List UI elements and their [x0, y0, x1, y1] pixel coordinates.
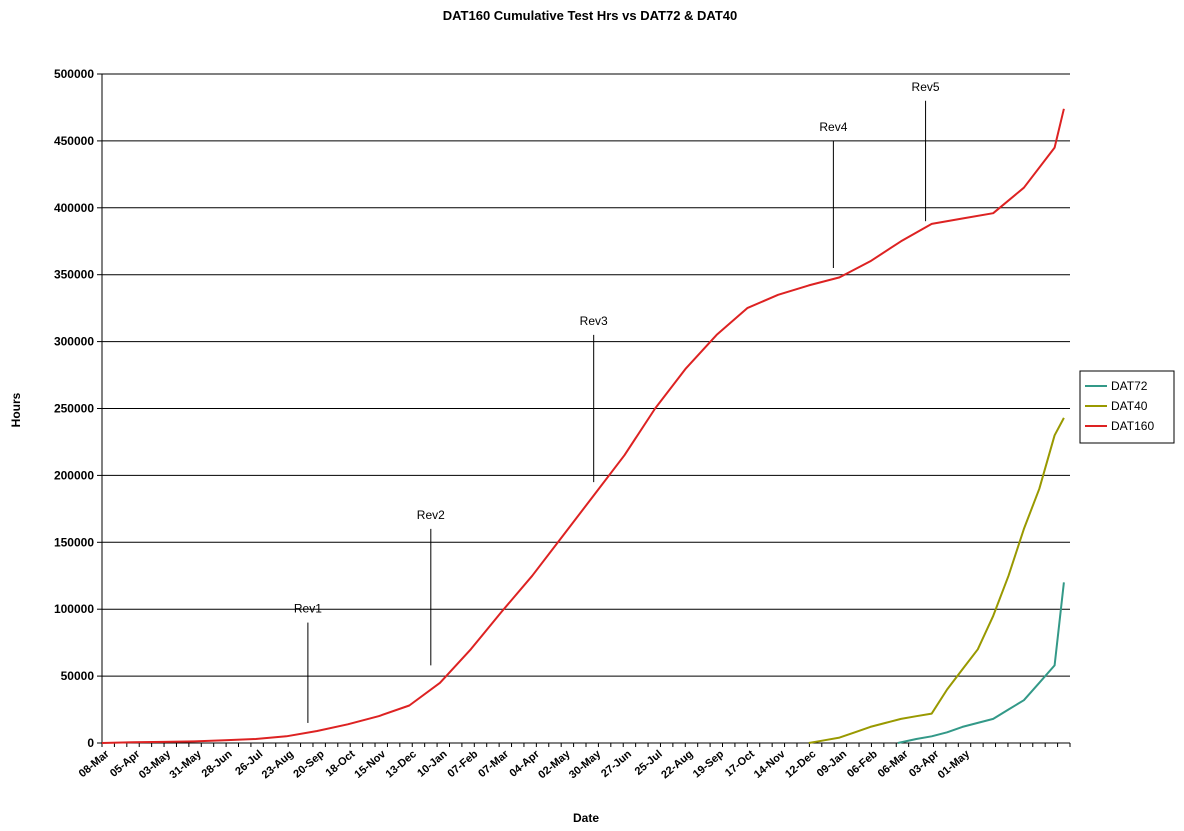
y-axis-ticks: 0 50000 100000 150000 200000 250000 300000 3500…: [54, 67, 102, 750]
x-tick-label-4: 28-Jun: [200, 748, 235, 780]
x-axis-ticks: 08-Mar05-Apr03-May31-May28-Jun26-Jul23-A…: [77, 743, 1071, 782]
x-tick-label-9: 15-Nov: [352, 748, 388, 781]
series: [101, 108, 1065, 744]
x-tick-label-25: 06-Feb: [845, 748, 880, 780]
x-tick-label-11: 10-Jan: [415, 748, 450, 780]
x-tick-label-6: 23-Aug: [260, 748, 296, 781]
legend-label-dat72: DAT72: [1111, 379, 1148, 393]
y-tick-label-8: 400000: [54, 201, 94, 215]
chart-title: DAT160 Cumulative Test Hrs vs DAT72 & DA…: [443, 8, 738, 23]
y-tick-label-6: 300000: [54, 335, 94, 349]
x-tick-label-19: 22-Aug: [659, 748, 695, 781]
series-line-dat40: [808, 417, 1065, 744]
x-tick-label-16: 30-May: [567, 748, 604, 782]
x-tick-label-0: 08-Mar: [77, 748, 112, 780]
legend-label-dat40: DAT40: [1111, 399, 1148, 413]
y-tick-label-9: 450000: [54, 134, 94, 148]
annotation-label-rev5: Rev5: [912, 80, 940, 94]
y-tick-label-4: 200000: [54, 468, 94, 482]
x-tick-label-12: 07-Feb: [445, 748, 480, 780]
x-tick-label-17: 27-Jun: [599, 748, 634, 780]
x-tick-label-13: 07-Mar: [476, 748, 511, 780]
x-tick-label-20: 19-Sep: [691, 748, 727, 781]
x-tick-label-26: 06-Mar: [876, 748, 911, 780]
y-tick-label-3: 150000: [54, 535, 94, 549]
x-tick-label-28: 01-May: [936, 748, 973, 782]
legend: DAT72 DAT40 DAT160: [1079, 370, 1175, 444]
axes: [101, 74, 1070, 744]
x-tick-label-15: 02-May: [536, 748, 573, 782]
y-tick-label-0: 0: [87, 736, 94, 750]
annotation-label-rev1: Rev1: [294, 602, 322, 616]
x-tick-label-10: 13-Dec: [384, 748, 419, 780]
x-tick-label-2: 03-May: [137, 748, 174, 782]
annotation-label-rev4: Rev4: [819, 120, 847, 134]
legend-label-dat160: DAT160: [1111, 419, 1154, 433]
x-tick-label-27: 03-Apr: [907, 748, 942, 780]
y-axis-title: Hours: [9, 392, 23, 427]
series-line-dat160: [101, 108, 1065, 744]
x-tick-label-21: 17-Oct: [723, 748, 757, 779]
x-tick-label-7: 20-Sep: [291, 748, 327, 781]
x-tick-label-24: 09-Jan: [815, 748, 850, 780]
y-tick-label-5: 250000: [54, 402, 94, 416]
x-tick-label-3: 31-May: [168, 748, 205, 782]
y-tick-label-7: 350000: [54, 268, 94, 282]
series-line-dat72: [897, 582, 1065, 744]
annotation-label-rev2: Rev2: [417, 508, 445, 522]
annotations: Rev1 Rev2 Rev3 Rev4 Rev5: [294, 80, 940, 723]
x-axis-title: Date: [573, 811, 599, 825]
annotation-label-rev3: Rev3: [580, 314, 608, 328]
x-tick-label-8: 18-Oct: [324, 748, 358, 779]
x-tick-label-14: 04-Apr: [507, 748, 542, 780]
x-tick-label-1: 05-Apr: [108, 748, 143, 780]
y-tick-label-1: 50000: [61, 669, 95, 683]
x-tick-label-23: 12-Dec: [783, 748, 818, 780]
x-tick-label-22: 14-Nov: [752, 748, 788, 781]
y-tick-label-2: 100000: [54, 602, 94, 616]
y-tick-label-10: 500000: [54, 67, 94, 81]
gridlines: [102, 73, 1070, 677]
